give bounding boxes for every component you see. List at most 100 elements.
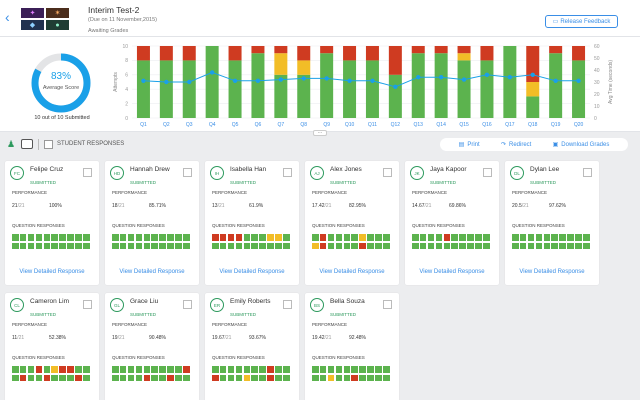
question-response-cell[interactable]: [475, 234, 482, 241]
student-select-checkbox[interactable]: [83, 168, 92, 177]
question-response-cell[interactable]: [175, 374, 182, 381]
question-response-cell[interactable]: [143, 234, 151, 241]
question-response-cell[interactable]: [451, 234, 458, 241]
question-response-cell[interactable]: [351, 366, 358, 373]
student-select-checkbox[interactable]: [383, 168, 392, 177]
view-detailed-response-link[interactable]: View Detailed Response: [319, 269, 385, 275]
student-select-checkbox[interactable]: [383, 300, 392, 309]
question-response-cell[interactable]: [83, 374, 90, 381]
question-response-cell[interactable]: [235, 242, 243, 249]
question-response-cell[interactable]: [367, 366, 374, 373]
question-response-cell[interactable]: [59, 234, 66, 241]
question-response-cell[interactable]: [212, 366, 219, 373]
question-response-cell[interactable]: [351, 374, 358, 381]
question-response-cell[interactable]: [219, 234, 227, 241]
question-response-cell[interactable]: [543, 242, 551, 249]
question-response-cell[interactable]: [267, 234, 274, 241]
question-response-cell[interactable]: [319, 366, 327, 373]
question-response-cell[interactable]: [135, 242, 143, 249]
question-response-cell[interactable]: [343, 234, 351, 241]
download-grades-button[interactable]: ▣ Download Grades: [553, 141, 610, 149]
question-response-cell[interactable]: [127, 234, 135, 241]
question-response-cell[interactable]: [383, 242, 390, 249]
question-response-cell[interactable]: [312, 242, 319, 249]
question-response-cell[interactable]: [575, 242, 582, 249]
question-response-cell[interactable]: [283, 374, 290, 381]
question-response-cell[interactable]: [335, 374, 343, 381]
question-response-cell[interactable]: [312, 234, 319, 241]
question-response-cell[interactable]: [212, 374, 219, 381]
question-response-cell[interactable]: [119, 366, 127, 373]
question-response-cell[interactable]: [475, 242, 482, 249]
question-response-cell[interactable]: [67, 366, 74, 373]
student-select-checkbox[interactable]: [283, 168, 292, 177]
student-select-checkbox[interactable]: [183, 300, 192, 309]
question-response-cell[interactable]: [435, 242, 443, 249]
question-response-cell[interactable]: [359, 234, 366, 241]
question-response-cell[interactable]: [259, 374, 266, 381]
question-response-cell[interactable]: [112, 374, 119, 381]
question-response-cell[interactable]: [243, 366, 251, 373]
question-response-cell[interactable]: [159, 234, 166, 241]
question-response-cell[interactable]: [183, 242, 190, 249]
question-response-cell[interactable]: [512, 242, 519, 249]
chart-view-icon[interactable]: [21, 139, 33, 149]
question-response-cell[interactable]: [275, 374, 282, 381]
question-response-cell[interactable]: [167, 234, 174, 241]
question-response-cell[interactable]: [412, 242, 419, 249]
question-response-cell[interactable]: [12, 242, 19, 249]
question-response-cell[interactable]: [383, 366, 390, 373]
question-response-cell[interactable]: [167, 366, 174, 373]
question-response-cell[interactable]: [35, 234, 43, 241]
question-response-cell[interactable]: [335, 234, 343, 241]
question-response-cell[interactable]: [159, 366, 166, 373]
question-response-cell[interactable]: [19, 234, 27, 241]
question-response-cell[interactable]: [535, 234, 543, 241]
question-response-cell[interactable]: [251, 242, 258, 249]
question-response-cell[interactable]: [583, 242, 590, 249]
question-response-cell[interactable]: [375, 374, 382, 381]
question-response-cell[interactable]: [183, 374, 190, 381]
question-response-cell[interactable]: [451, 242, 458, 249]
question-response-cell[interactable]: [235, 366, 243, 373]
collapse-handle[interactable]: ...: [313, 130, 327, 136]
question-response-cell[interactable]: [343, 242, 351, 249]
question-response-cell[interactable]: [51, 374, 58, 381]
question-response-cell[interactable]: [151, 366, 158, 373]
question-response-cell[interactable]: [243, 242, 251, 249]
question-response-cell[interactable]: [67, 234, 74, 241]
question-response-cell[interactable]: [319, 242, 327, 249]
question-response-cell[interactable]: [119, 234, 127, 241]
question-response-cell[interactable]: [27, 242, 35, 249]
question-response-cell[interactable]: [59, 366, 66, 373]
question-response-cell[interactable]: [19, 366, 27, 373]
question-response-cell[interactable]: [367, 234, 374, 241]
question-response-cell[interactable]: [175, 242, 182, 249]
question-response-cell[interactable]: [135, 366, 143, 373]
question-response-cell[interactable]: [227, 366, 235, 373]
question-response-cell[interactable]: [319, 374, 327, 381]
question-response-cell[interactable]: [219, 374, 227, 381]
question-response-cell[interactable]: [51, 234, 58, 241]
question-response-cell[interactable]: [543, 234, 551, 241]
question-response-cell[interactable]: [127, 374, 135, 381]
question-response-cell[interactable]: [512, 234, 519, 241]
question-response-cell[interactable]: [327, 242, 335, 249]
release-feedback-button[interactable]: ▭ Release Feedback: [545, 15, 618, 28]
question-response-cell[interactable]: [43, 366, 51, 373]
question-response-cell[interactable]: [75, 234, 82, 241]
student-select-checkbox[interactable]: [183, 168, 192, 177]
question-response-cell[interactable]: [227, 374, 235, 381]
question-response-cell[interactable]: [551, 234, 558, 241]
question-response-cell[interactable]: [519, 242, 527, 249]
question-response-cell[interactable]: [519, 234, 527, 241]
question-response-cell[interactable]: [335, 366, 343, 373]
student-view-icon[interactable]: ♟: [7, 139, 16, 149]
redirect-button[interactable]: ↷ Redirect: [501, 141, 531, 149]
student-select-checkbox[interactable]: [583, 168, 592, 177]
question-response-cell[interactable]: [227, 242, 235, 249]
question-response-cell[interactable]: [551, 242, 558, 249]
question-response-cell[interactable]: [75, 374, 82, 381]
question-response-cell[interactable]: [119, 374, 127, 381]
question-response-cell[interactable]: [275, 366, 282, 373]
